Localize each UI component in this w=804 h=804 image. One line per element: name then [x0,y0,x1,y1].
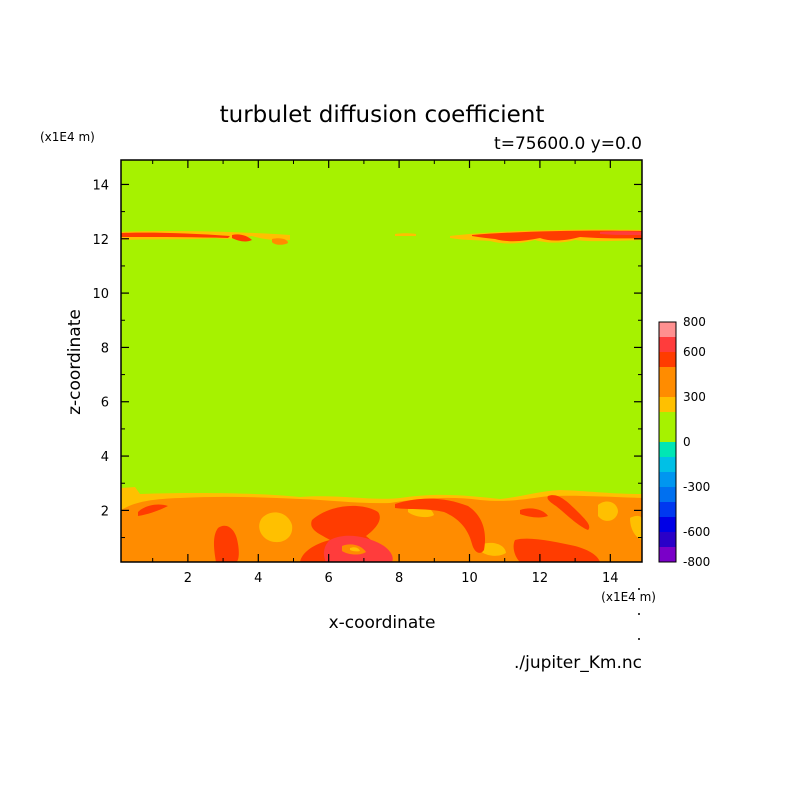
colorbar-segment [659,457,676,472]
y-tick-label: 2 [101,504,109,519]
upper-band-mid-fleck [395,233,416,236]
colorbar-segment [659,382,676,397]
colorbar-label: -300 [683,480,710,494]
colorbar-segment [659,427,676,442]
marker-dot [638,638,640,640]
plot-frame [120,159,643,563]
plot-field [121,160,642,562]
marker-dot [638,613,640,615]
colorbar-segment [659,472,676,487]
x-tick-label: 6 [325,571,333,586]
x-axis: 2 4 6 8 10 12 14 [152,160,619,586]
x-tick-label: 10 [461,571,478,586]
pocket-5 [480,542,506,556]
y-axis: 2 4 6 8 10 12 14 [92,178,642,539]
y-tick-label: 10 [92,287,109,302]
colorbar-segment [659,532,676,547]
eddy-5 [513,538,600,562]
upper-band-right-core [472,230,642,242]
y-tick-label: 14 [92,178,109,193]
source-file-label: ./jupiter_Km.nc [514,653,642,673]
colorbar-segment [659,367,676,382]
colorbar-label: -800 [683,555,710,569]
upper-band [121,229,642,245]
colorbar-segment [659,442,676,457]
colorbar-segment [659,337,676,352]
pocket-4 [630,515,642,540]
colorbar-segment [659,322,676,337]
colorbar-segment [659,502,676,517]
marker-dot [638,588,640,590]
y-tick-label: 12 [92,233,109,248]
colorbar-label: -600 [683,525,710,539]
chart-subtitle: t=75600.0 y=0.0 [494,134,642,154]
y-axis-label: z-coordinate [65,309,85,415]
x-axis-label: x-coordinate [329,613,436,633]
colorbar-segment [659,352,676,367]
x-tick-label: 8 [395,571,403,586]
x-tick-label: 12 [532,571,549,586]
colorbar-segment [659,517,676,532]
y-tick-label: 6 [101,396,109,411]
colorbar-segment [659,547,676,562]
lower-layer-main [121,495,642,562]
eddy-2 [138,504,168,516]
upper-band-left-drip [272,238,288,245]
upper-band-left-blob [232,234,252,242]
colorbar-label: 600 [683,345,706,359]
pocket-3 [598,501,618,521]
hot-core-center [350,547,360,552]
chart-title: turbulet diffusion coefficient [220,102,545,128]
y-tick-label: 8 [101,341,109,356]
x-tick-label: 2 [184,571,192,586]
colorbar-segment [659,487,676,502]
eddy-4 [395,498,486,553]
upper-band-left-core [121,232,230,238]
eddy-1 [214,525,239,562]
upper-band-right-peak [600,231,642,235]
colorbar-segment [659,397,676,412]
eddy-6 [547,495,590,530]
y-tick-label: 4 [101,450,109,465]
x-tick-label: 4 [254,571,262,586]
colorbar-label: 0 [683,435,691,449]
colorbar-segment [659,412,676,427]
pocket-1 [259,512,293,543]
x-tick-label: 14 [602,571,619,586]
colorbar [658,321,677,563]
colorbar-frame [658,321,677,563]
x-unit-label: (x1E4 m) [601,590,656,604]
y-unit-label: (x1E4 m) [40,130,95,144]
colorbar-labels: 800 600 300 0 -300 -600 -800 [683,315,710,569]
colorbar-label: 300 [683,390,706,404]
colorbar-label: 800 [683,315,706,329]
eddy-7 [520,508,548,518]
lower-layer [121,487,642,562]
